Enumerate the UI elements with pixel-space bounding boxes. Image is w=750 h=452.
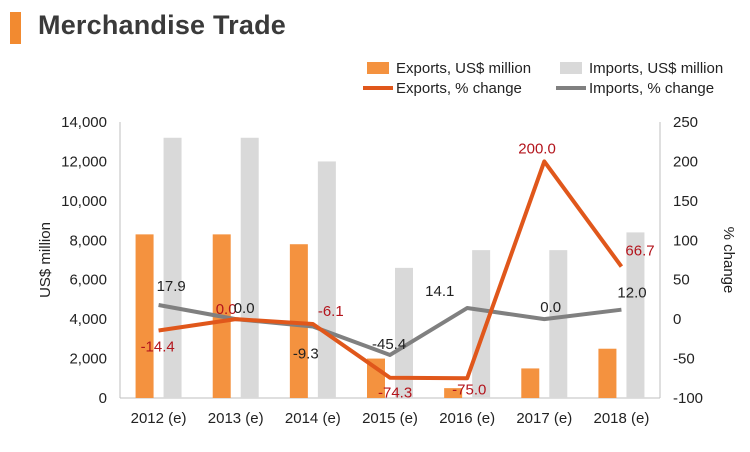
y-right-tick-label: 50	[673, 272, 690, 289]
exports-change-label: 0.0	[216, 301, 237, 318]
exports-bar	[135, 234, 154, 398]
y-right-tick-label: -50	[673, 351, 695, 368]
y-left-tick-label: 2,000	[69, 351, 107, 368]
imports-change-label: 0.0	[234, 300, 255, 317]
y-right-axis-title: % change	[720, 227, 737, 294]
exports-change-line	[158, 159, 624, 381]
x-tick-label: 2015 (e)	[362, 410, 418, 427]
exports-bar	[444, 388, 463, 398]
y-right-tick-label: 250	[673, 114, 698, 131]
exports-change-label: -14.4	[141, 338, 175, 355]
imports-change-label: 0.0	[540, 299, 561, 316]
legend-exports-line-label: Exports, % change	[396, 80, 522, 97]
imports-bar	[549, 250, 568, 398]
x-tick-label: 2018 (e)	[593, 410, 649, 427]
legend-exports-bar-swatch	[367, 62, 389, 74]
imports-change-label: 17.9	[157, 278, 186, 295]
page-title: Merchandise Trade	[38, 10, 286, 40]
y-left-tick-label: 6,000	[69, 272, 107, 289]
x-tick-label: 2016 (e)	[439, 410, 495, 427]
chart-bars	[135, 137, 645, 398]
y-left-tick-label: 14,000	[61, 114, 107, 131]
legend-imports-line-label: Imports, % change	[589, 80, 714, 97]
exports-bar	[521, 368, 540, 398]
imports-change-label: 14.1	[425, 283, 454, 300]
y-left-tick-label: 4,000	[69, 311, 107, 328]
title-accent-bar	[10, 12, 21, 44]
exports-bar	[598, 348, 617, 398]
chart-lines	[158, 159, 624, 381]
y-left-tick-label: 8,000	[69, 232, 107, 249]
chart-axes: 0 2,000 4,000 6,000 8,000 10,000 12,000 14,000 -…	[37, 114, 737, 427]
y-right-tick-label: -100	[673, 390, 703, 407]
x-tick-label: 2013 (e)	[208, 410, 264, 427]
exports-change-label: -74.3	[378, 385, 412, 402]
x-tick-label: 2012 (e)	[131, 410, 187, 427]
legend-imports-bar-swatch	[560, 62, 582, 74]
y-left-tick-label: 10,000	[61, 193, 107, 210]
exports-change-label: 66.7	[625, 243, 654, 260]
y-right-tick-label: 200	[673, 153, 698, 170]
y-right-tick-label: 0	[673, 311, 681, 328]
legend-exports-bar-label: Exports, US$ million	[396, 60, 531, 77]
chart-legend: Exports, US$ million Imports, US$ million…	[363, 60, 723, 97]
y-left-tick-label: 12,000	[61, 153, 107, 170]
chart-data-labels: -14.4 0.0 -6.1 -74.3 -75.0 200.0 66.7 17.9 0.0 -9…	[141, 140, 655, 401]
legend-imports-bar-label: Imports, US$ million	[589, 60, 723, 77]
x-tick-label: 2017 (e)	[516, 410, 572, 427]
imports-change-label: -45.4	[372, 336, 406, 353]
imports-bar	[472, 250, 491, 398]
imports-change-label: 12.0	[617, 285, 646, 302]
exports-bar	[367, 358, 385, 398]
exports-change-label: -75.0	[452, 381, 486, 398]
imports-change-label: -9.3	[293, 345, 319, 362]
imports-bar	[317, 161, 336, 398]
y-right-tick-label: 100	[673, 232, 698, 249]
imports-bar	[626, 232, 645, 398]
y-left-axis-title: US$ million	[37, 222, 54, 298]
exports-change-label: -6.1	[318, 303, 344, 320]
y-right-tick-label: 150	[673, 193, 698, 210]
exports-change-label: 200.0	[518, 140, 556, 157]
x-tick-label: 2014 (e)	[285, 410, 341, 427]
imports-bar	[240, 137, 259, 398]
y-left-tick-label: 0	[99, 390, 107, 407]
imports-bar	[395, 267, 413, 398]
imports-bar	[163, 137, 182, 398]
